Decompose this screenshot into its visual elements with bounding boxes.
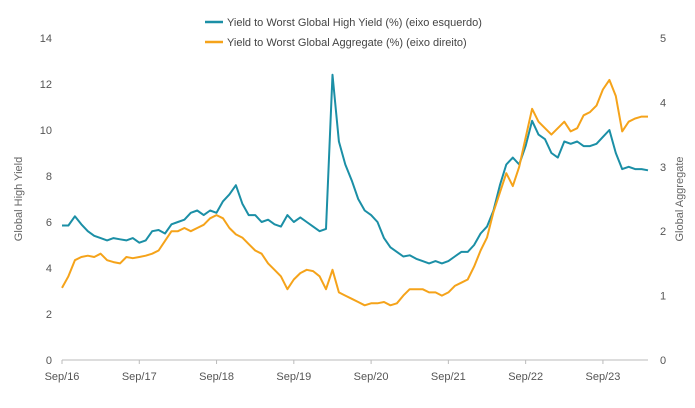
x-tick-label: Sep/20 <box>354 371 389 383</box>
legend-label: Yield to Worst Global Aggregate (%) (eix… <box>227 37 467 49</box>
x-tick-label: Sep/17 <box>122 371 157 383</box>
plot-area <box>61 73 649 307</box>
left-y-tick-label: 10 <box>40 125 52 137</box>
x-tick-label: Sep/19 <box>276 371 311 383</box>
right-y-tick-label: 3 <box>660 162 666 174</box>
x-tick-label: Sep/23 <box>585 371 620 383</box>
legend-label: Yield to Worst Global High Yield (%) (ei… <box>227 17 482 29</box>
x-tick-label: Sep/21 <box>431 371 466 383</box>
x-tick-label: Sep/16 <box>45 371 80 383</box>
right-y-axis-title: Global Aggregate <box>674 156 686 241</box>
x-tick-label: Sep/22 <box>508 371 543 383</box>
left-y-axis-title: Global High Yield <box>13 157 25 241</box>
left-y-tick-label: 8 <box>46 171 52 183</box>
right-y-tick-label: 4 <box>660 97 666 109</box>
left-y-tick-label: 6 <box>46 217 52 229</box>
left-y-tick-label: 4 <box>46 263 52 275</box>
right-y-tick-label: 0 <box>660 355 666 367</box>
legend: Yield to Worst Global High Yield (%) (ei… <box>205 17 482 49</box>
x-tick-label: Sep/18 <box>199 371 234 383</box>
left-y-tick-label: 0 <box>46 355 52 367</box>
series-line-high-yield <box>62 73 649 265</box>
right-y-tick-label: 2 <box>660 226 666 238</box>
right-y-tick-label: 1 <box>660 291 666 303</box>
series-line-aggregate <box>61 78 648 307</box>
right-y-tick-label: 5 <box>660 33 666 45</box>
axes: Sep/16 Sep/17 Sep/18 Sep/19 Sep/20 Sep/21 Sep/… <box>13 33 686 383</box>
left-y-tick-label: 2 <box>46 309 52 321</box>
left-y-tick-label: 14 <box>40 33 52 45</box>
left-y-tick-label: 12 <box>40 79 52 91</box>
